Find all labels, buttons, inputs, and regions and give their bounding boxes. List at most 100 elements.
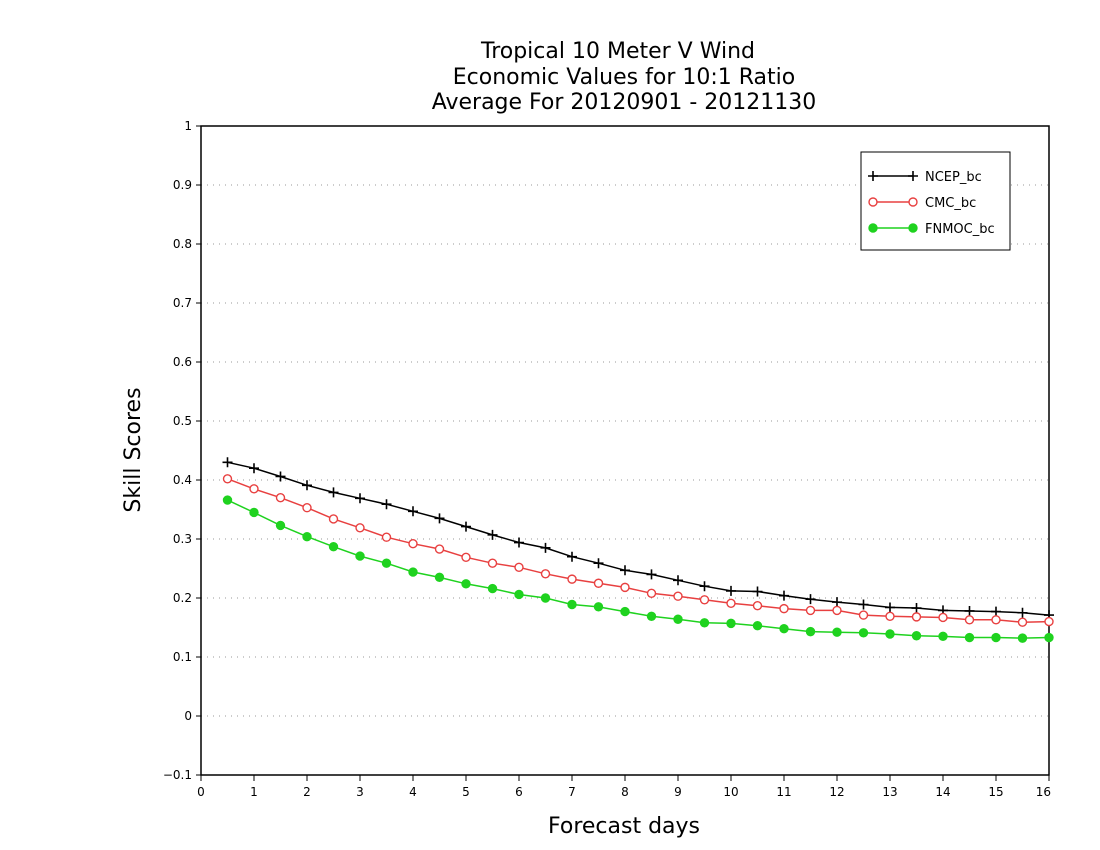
series-layer [222, 457, 1054, 643]
data-point-cmc-bc [646, 588, 657, 598]
data-point-fnmoc-bc [646, 611, 657, 621]
series-fnmoc-bc [222, 495, 1054, 643]
series-line-ncep-bc [227, 461, 1050, 616]
data-point-cmc-bc [991, 615, 1001, 625]
data-point-cmc-bc [699, 595, 710, 605]
data-point-ncep-bc [249, 463, 259, 474]
y-tick-label: 0.3 [173, 532, 192, 546]
data-point-fnmoc-bc [964, 632, 975, 643]
data-point-cmc-bc [885, 611, 895, 621]
data-point-cmc-bc [1017, 617, 1028, 627]
data-point-ncep-bc [408, 506, 418, 517]
data-point-ncep-bc [275, 471, 286, 482]
data-point-fnmoc-bc [885, 629, 895, 639]
data-point-ncep-bc [328, 487, 339, 498]
data-point-fnmoc-bc [593, 602, 604, 612]
data-point-fnmoc-bc [805, 626, 816, 637]
data-point-fnmoc-bc [302, 531, 312, 542]
y-tick-label: 0.2 [173, 591, 192, 605]
data-point-ncep-bc [593, 558, 604, 569]
series-ncep-bc [222, 457, 1054, 621]
data-point-ncep-bc [673, 575, 683, 586]
x-axis-label: Forecast days [548, 814, 700, 839]
data-point-fnmoc-bc [487, 583, 498, 594]
data-point-fnmoc-bc [567, 599, 577, 610]
data-point-cmc-bc [222, 474, 233, 484]
data-point-ncep-bc [567, 551, 577, 562]
data-point-ncep-bc [514, 537, 524, 548]
legend-item-ncep-bc: NCEP_bc [868, 170, 982, 185]
data-point-ncep-bc [302, 480, 312, 491]
title-line-3: Average For 20120901 - 20121130 [432, 90, 817, 115]
data-point-ncep-bc [858, 599, 869, 610]
y-tick-label: 0.9 [173, 178, 192, 192]
data-point-cmc-bc [567, 574, 577, 584]
data-point-cmc-bc [328, 514, 339, 524]
legend-box [860, 151, 1011, 251]
x-tick-label: 9 [674, 785, 682, 799]
y-tick-label: 0.8 [173, 237, 192, 251]
data-point-cmc-bc [673, 591, 683, 601]
legend-marker-fnmoc-bc [868, 223, 878, 233]
legend-marker-cmc-bc [908, 197, 918, 207]
y-tick-label: 0 [184, 709, 192, 723]
x-tick-label: 6 [515, 785, 523, 799]
y-tick-label: 0.6 [173, 355, 192, 369]
data-point-fnmoc-bc [911, 631, 922, 641]
data-point-fnmoc-bc [1017, 633, 1028, 643]
data-point-cmc-bc [381, 532, 392, 542]
data-point-ncep-bc [699, 581, 710, 592]
data-point-ncep-bc [779, 590, 789, 601]
y-tick-label: 0.4 [173, 473, 192, 487]
data-point-fnmoc-bc [991, 632, 1001, 643]
legend-item-fnmoc-bc: FNMOC_bc [868, 222, 995, 237]
data-point-ncep-bc [646, 569, 657, 580]
data-point-ncep-bc [461, 521, 471, 532]
data-point-ncep-bc [885, 602, 895, 613]
data-point-fnmoc-bc [858, 628, 869, 638]
data-point-fnmoc-bc [514, 589, 524, 600]
data-point-cmc-bc [964, 615, 975, 625]
data-point-fnmoc-bc [1044, 632, 1054, 643]
data-point-ncep-bc [726, 585, 736, 596]
data-point-fnmoc-bc [328, 541, 339, 552]
title-line-1: Tropical 10 Meter V Wind [480, 39, 755, 64]
legend: NCEP_bc CMC_bc FNMOC_bc [860, 151, 1011, 251]
x-tick-label: 11 [776, 785, 791, 799]
data-point-cmc-bc [302, 503, 312, 513]
legend-label-fnmoc-bc: FNMOC_bc [925, 222, 995, 237]
data-point-fnmoc-bc [381, 558, 392, 568]
x-tick-label: 16 [1036, 785, 1051, 799]
y-tick-label: 0.1 [173, 650, 192, 664]
data-point-fnmoc-bc [752, 621, 763, 631]
data-point-cmc-bc [461, 552, 471, 562]
data-point-cmc-bc [408, 539, 418, 549]
x-tick-label: 15 [988, 785, 1003, 799]
data-point-ncep-bc [805, 594, 816, 605]
data-point-fnmoc-bc [275, 520, 286, 531]
data-point-ncep-bc [355, 493, 365, 504]
data-point-ncep-bc [752, 586, 763, 597]
data-point-fnmoc-bc [540, 593, 551, 603]
data-point-fnmoc-bc [355, 551, 365, 561]
y-tick-label: 0.7 [173, 296, 192, 310]
data-point-fnmoc-bc [249, 507, 259, 518]
data-point-cmc-bc [752, 600, 763, 611]
data-point-ncep-bc [911, 603, 922, 614]
data-point-ncep-bc [540, 542, 551, 553]
data-point-cmc-bc [620, 582, 630, 593]
data-point-cmc-bc [832, 605, 842, 616]
legend-marker-fnmoc-bc [908, 223, 918, 233]
data-point-ncep-bc [1017, 607, 1028, 618]
x-tick-label: 1 [250, 785, 258, 799]
x-tick-label: 7 [568, 785, 576, 799]
data-point-fnmoc-bc [779, 623, 789, 634]
data-point-fnmoc-bc [222, 495, 233, 505]
x-tick-label: 3 [356, 785, 364, 799]
data-point-cmc-bc [779, 603, 789, 614]
data-point-cmc-bc [434, 544, 445, 554]
data-point-fnmoc-bc [699, 618, 710, 628]
data-point-cmc-bc [275, 493, 286, 503]
x-tick-label: 0 [197, 785, 205, 799]
